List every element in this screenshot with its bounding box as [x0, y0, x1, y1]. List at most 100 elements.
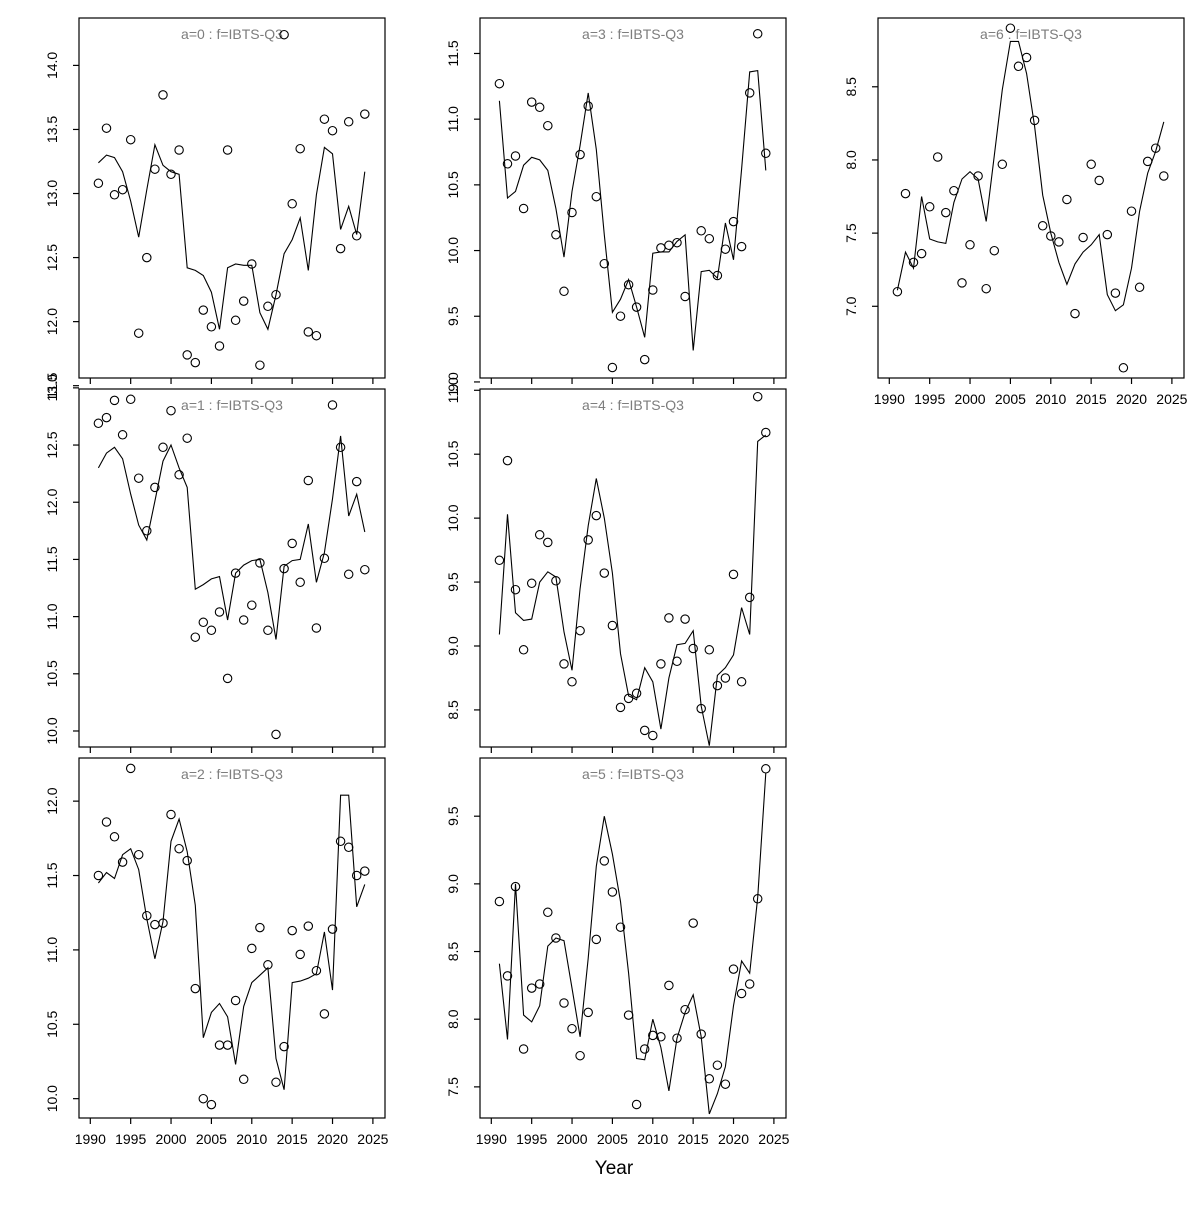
observed-points [494, 29, 771, 373]
y-tick-label: 11.5 [44, 546, 60, 572]
panel-title: a=3 : f=IBTS-Q3 [582, 26, 684, 42]
x-tick-label: 1995 [914, 391, 945, 407]
x-tick-label: 2020 [1116, 391, 1147, 407]
data-point [319, 553, 330, 564]
x-tick-label: 1990 [476, 1131, 507, 1147]
data-point [672, 1033, 682, 1043]
x-tick-label: 2025 [1156, 391, 1187, 407]
data-point [335, 442, 346, 453]
y-tick-label: 11.0 [445, 106, 461, 132]
panel-title: a=5 : f=IBTS-Q3 [582, 766, 684, 782]
data-point [198, 305, 209, 315]
data-point [551, 576, 561, 586]
data-point [518, 645, 529, 655]
data-point [1086, 159, 1096, 170]
data-point [319, 1009, 330, 1019]
y-tick-label: 10.0 [44, 1085, 60, 1112]
data-point [238, 296, 249, 306]
x-tick-label: 2005 [597, 1131, 628, 1147]
panel-a5: a=5 : f=IBTS-Q3 7.5 8.0 8.5 9.0 9.5 1990 1995 20… [445, 757, 790, 1147]
data-point [728, 216, 739, 227]
data-point [720, 244, 731, 254]
y-tick-label: 11.0 [44, 603, 60, 629]
data-point [1102, 229, 1113, 240]
data-point [688, 918, 698, 928]
data-point [957, 278, 967, 288]
panel-box [877, 17, 1185, 379]
y-tick-label: 10.5 [445, 171, 461, 198]
data-point [182, 350, 192, 360]
data-point [287, 925, 297, 936]
y-tick-label: 7.0 [843, 296, 859, 316]
data-point [720, 673, 731, 683]
data-point [133, 849, 144, 860]
data-point [1134, 282, 1145, 293]
data-point [279, 563, 289, 574]
data-point [924, 202, 935, 212]
panel-a2: a=2 : f=IBTS-Q3 10.0 10.5 11.0 11.5 12.0 1990 1… [44, 757, 389, 1147]
data-point [997, 159, 1008, 170]
data-point [744, 592, 755, 603]
y-tick-label: 13.5 [44, 116, 60, 143]
fitted-line [896, 40, 1165, 312]
data-point [502, 455, 513, 466]
data-point [263, 625, 273, 636]
data-point [575, 1050, 585, 1061]
panel-box [78, 757, 386, 1119]
panel-box [78, 17, 386, 379]
data-point [648, 730, 658, 741]
data-point [672, 237, 682, 248]
data-point [551, 230, 561, 240]
data-point [125, 394, 136, 405]
y-tick-label: 10.5 [445, 440, 461, 467]
data-point [607, 887, 618, 897]
data-point [502, 159, 513, 169]
data-point [949, 185, 959, 196]
data-point [744, 88, 755, 98]
data-point [263, 960, 273, 970]
data-point [680, 291, 690, 302]
y-tick-label: 12.5 [44, 244, 60, 271]
data-point [736, 241, 747, 252]
data-point [981, 283, 991, 294]
data-point [752, 29, 763, 39]
data-point [214, 1040, 225, 1050]
data-point [1094, 175, 1104, 186]
data-point [311, 965, 322, 976]
data-point [559, 286, 569, 297]
data-point [518, 1044, 529, 1054]
data-point [271, 289, 281, 300]
y-tick-label: 8.5 [445, 942, 461, 962]
data-point [551, 933, 561, 943]
data-point [166, 405, 176, 416]
data-point [591, 934, 602, 945]
data-point [989, 245, 1000, 256]
y-tick-label: 9.0 [445, 372, 461, 392]
data-point [672, 656, 682, 667]
data-point [656, 659, 666, 669]
data-point [696, 703, 706, 714]
data-point [631, 1099, 642, 1110]
data-point [174, 145, 184, 155]
data-point [932, 152, 943, 162]
data-point [214, 341, 225, 351]
data-point [295, 143, 305, 154]
data-point [599, 856, 610, 866]
data-point [599, 568, 610, 578]
data-point [704, 645, 715, 655]
data-point [607, 362, 618, 373]
data-point [664, 613, 674, 623]
data-point [125, 134, 136, 145]
data-point [303, 327, 314, 337]
data-point [222, 145, 233, 155]
data-point [142, 252, 152, 263]
y-tick-label: 10.0 [44, 717, 60, 744]
panel-title: a=0 : f=IBTS-Q3 [181, 26, 283, 42]
data-point [351, 870, 362, 881]
data-point [728, 964, 739, 974]
y-tick-label: 12.0 [44, 488, 60, 515]
y-tick-label: 9.0 [445, 874, 461, 894]
data-point [117, 430, 128, 440]
